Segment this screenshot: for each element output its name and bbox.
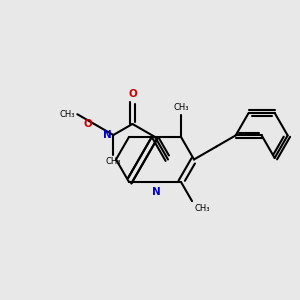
Text: O: O: [128, 89, 137, 99]
Text: CH₃: CH₃: [60, 110, 75, 119]
Text: N: N: [103, 130, 111, 140]
Text: O: O: [83, 119, 92, 129]
Text: CH₃: CH₃: [173, 103, 189, 112]
Text: CH₃: CH₃: [106, 157, 121, 166]
Text: CH₃: CH₃: [194, 204, 210, 213]
Text: N: N: [152, 187, 160, 197]
